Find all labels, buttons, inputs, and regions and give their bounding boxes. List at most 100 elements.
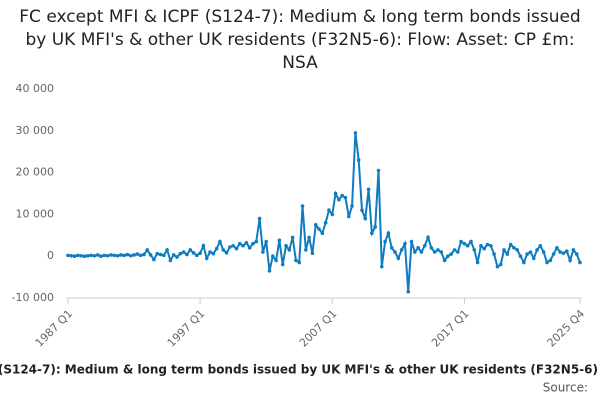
point	[115, 253, 120, 258]
point	[555, 246, 559, 250]
point	[498, 262, 503, 267]
point	[132, 253, 136, 257]
point	[224, 251, 229, 255]
point	[195, 253, 199, 258]
point	[211, 251, 216, 256]
x-tick-label: 2025 Q4	[545, 307, 588, 350]
point	[175, 255, 179, 259]
point	[171, 253, 176, 257]
point	[429, 246, 434, 250]
point	[158, 252, 163, 257]
point	[545, 260, 549, 265]
x-tick-label: 2017 Q1	[429, 307, 472, 350]
point	[502, 248, 506, 252]
y-tick-label: -10 000	[12, 291, 54, 304]
point	[178, 251, 183, 256]
point	[350, 204, 354, 208]
point	[462, 241, 467, 246]
point	[234, 246, 239, 251]
point	[551, 252, 556, 256]
point	[389, 246, 394, 250]
point	[568, 258, 572, 263]
point	[525, 252, 529, 256]
point	[82, 254, 87, 258]
point	[198, 251, 202, 256]
point	[185, 252, 189, 257]
point	[148, 253, 153, 257]
point	[413, 250, 417, 254]
point	[271, 254, 275, 258]
point	[145, 248, 150, 252]
point	[459, 239, 463, 244]
point	[485, 242, 490, 247]
point	[432, 250, 437, 254]
point	[469, 239, 473, 244]
point	[79, 253, 84, 258]
point	[92, 253, 97, 258]
point	[452, 248, 457, 252]
point	[300, 204, 305, 208]
line	[67, 132, 581, 292]
point	[442, 258, 447, 263]
point	[244, 241, 249, 245]
point	[294, 258, 298, 263]
point	[353, 131, 358, 135]
point	[119, 253, 123, 257]
point	[191, 251, 196, 255]
point	[251, 241, 255, 246]
point	[578, 260, 582, 265]
point	[508, 242, 513, 247]
y-tick-label: 10 000	[16, 207, 55, 220]
point	[264, 239, 268, 244]
point	[152, 257, 156, 262]
point	[161, 253, 166, 258]
point	[95, 253, 100, 257]
x-tick-label: 1987 Q1	[33, 307, 76, 350]
point	[112, 253, 117, 258]
point	[165, 248, 169, 252]
point	[231, 243, 235, 248]
point	[287, 248, 292, 252]
y-tick-label: 40 000	[16, 82, 55, 95]
point	[356, 158, 361, 162]
point	[363, 216, 368, 221]
point	[472, 248, 477, 252]
point	[360, 208, 364, 213]
point	[518, 254, 523, 258]
point	[446, 254, 450, 258]
point	[327, 208, 331, 213]
point	[257, 216, 262, 221]
point	[304, 248, 308, 252]
point	[522, 260, 526, 265]
point	[337, 197, 341, 202]
point	[482, 246, 487, 251]
point	[492, 252, 496, 256]
point	[125, 252, 130, 257]
point	[406, 289, 411, 294]
point	[122, 253, 126, 258]
point	[228, 245, 232, 249]
point	[380, 264, 384, 269]
point	[109, 253, 113, 257]
x-tick-label: 2007 Q1	[297, 307, 340, 350]
point	[403, 241, 407, 246]
point	[561, 251, 566, 256]
point	[102, 253, 107, 258]
point	[284, 243, 288, 248]
point	[512, 246, 516, 250]
point	[399, 248, 404, 252]
point	[571, 248, 576, 252]
point	[66, 253, 70, 258]
point	[436, 248, 440, 252]
point	[393, 250, 397, 254]
x-axis-label: FC except MFI & ICPF (S124-7): Medium & …	[0, 363, 598, 377]
y-tick-label: 0	[47, 249, 54, 262]
point	[386, 231, 391, 236]
point	[479, 243, 483, 248]
point	[290, 235, 295, 240]
point	[142, 252, 146, 257]
point	[475, 260, 480, 265]
point	[558, 250, 562, 254]
